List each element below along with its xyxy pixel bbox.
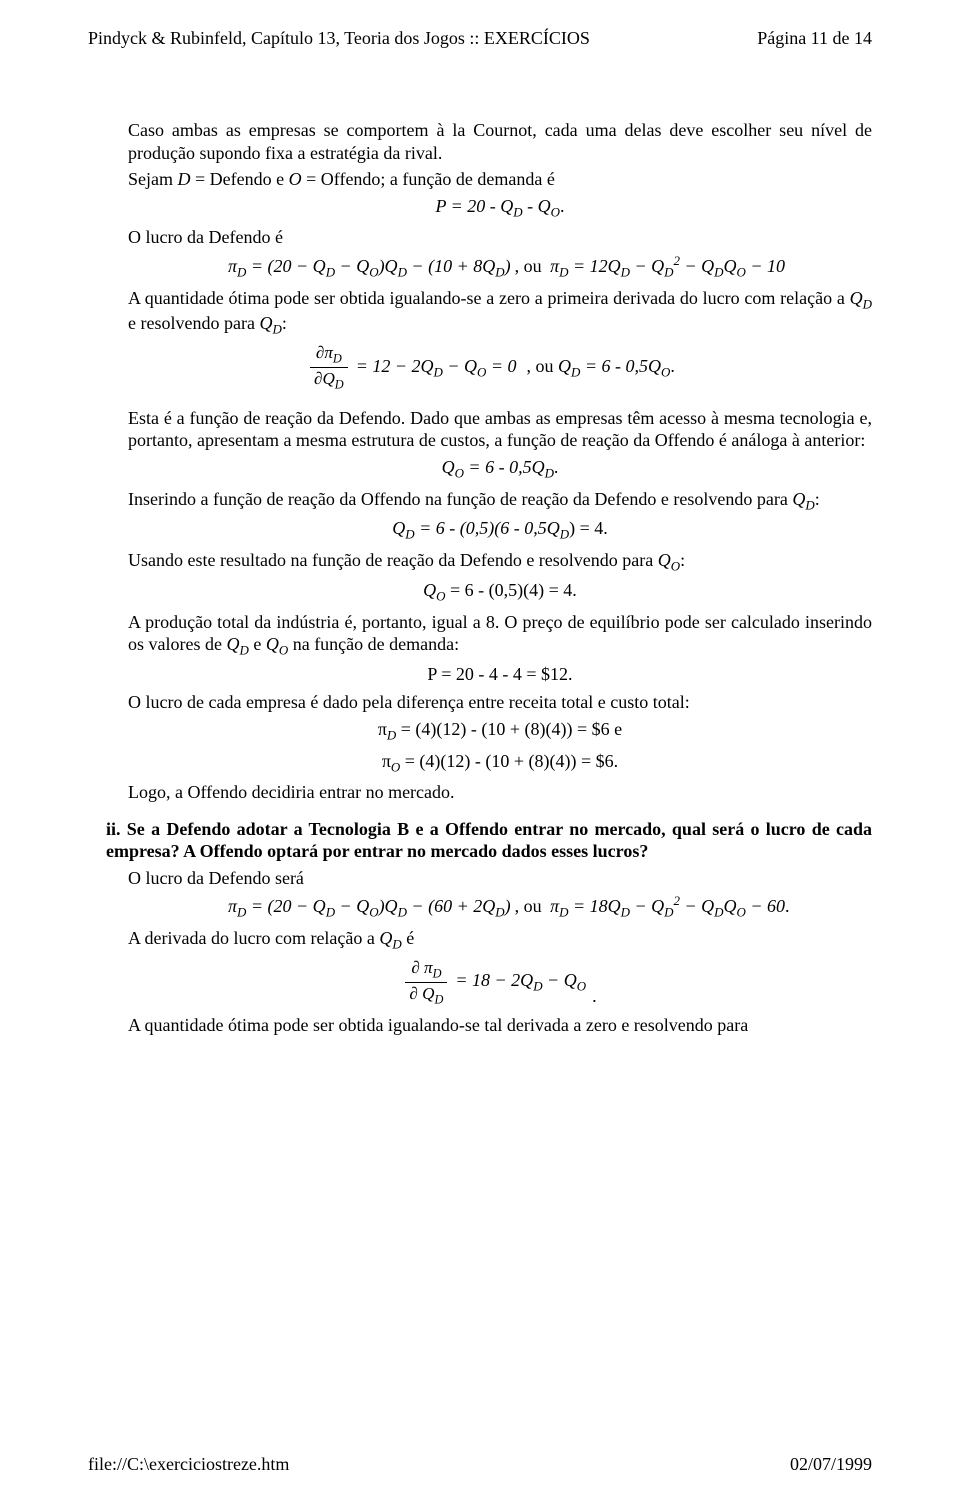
eq-price-val: P = 20 - 4 - 4 = $12. — [427, 664, 572, 684]
paragraph-ii: ii. Se a Defendo adotar a Tecnologia B e… — [106, 818, 872, 863]
eq-profitD-ou: , ou — [515, 256, 547, 276]
eq-foc-frac: ∂πD ∂QD — [310, 342, 348, 393]
eq-profitB-3: )Q — [379, 896, 398, 916]
eq-profitD-r5: Q — [724, 256, 737, 276]
eq-foc-num: ∂π — [316, 343, 333, 362]
eq-profitB-r2: = 18Q — [568, 896, 620, 916]
otima-a: A quantidade ótima pode ser obtida igual… — [128, 288, 850, 308]
eq-piD-1: π — [378, 719, 387, 739]
intro2b: = Defendo e — [191, 169, 289, 189]
eq-foc: ∂πD ∂QD = 12 − 2QD − QO = 0 , ou QD = 6 … — [308, 342, 872, 393]
eq-derivB-frac: ∂ πD ∂ QD — [405, 957, 447, 1008]
eq-profitB-1: = (20 − Q — [246, 896, 325, 916]
paragraph-usando: Usando este resultado na função de reaçã… — [128, 549, 872, 575]
eq-demand-sub1: D — [513, 204, 522, 219]
eq-profitB-r4: − Q — [680, 896, 714, 916]
header-left: Pindyck & Rubinfeld, Capítulo 13, Teoria… — [88, 28, 590, 49]
paragraph-final: A quantidade ótima pode ser obtida igual… — [128, 1014, 872, 1037]
eq-derivB-den: ∂ Q — [409, 984, 434, 1003]
paragraph-lucro: O lucro da Defendo é — [128, 226, 872, 249]
eq-qo-solve-1: Q — [423, 580, 436, 600]
page-header: Pindyck & Rubinfeld, Capítulo 13, Teoria… — [88, 28, 872, 49]
eq-profitB-r1: π — [550, 896, 559, 916]
eq-derivB-rhs: = 18 − 2QD − QO — [455, 969, 586, 995]
eq-piD-2: = (4)(12) - (10 + (8)(4)) = $6 e — [396, 719, 622, 739]
eq-piO: πO = (4)(12) - (10 + (8)(4)) = $6. — [128, 750, 872, 776]
eq-profitB-ou: , ou — [515, 896, 547, 916]
eq-profitB-pi: π — [228, 896, 237, 916]
insere-a: Inserindo a função de reação da Offendo … — [128, 489, 792, 509]
paragraph-intro2: Sejam D = Defendo e O = Offendo; a funçã… — [128, 168, 872, 191]
paragraph-logo: Logo, a Offendo decidiria entrar no merc… — [128, 781, 872, 804]
body-content: Caso ambas as empresas se comportem à la… — [128, 119, 872, 1036]
paragraph-prod-total: A produção total da indústria é, portant… — [128, 611, 872, 659]
eq-profitB-r5: Q — [724, 896, 737, 916]
eq-profitD-r4: − Q — [680, 256, 714, 276]
footer-right: 02/07/1999 — [790, 1454, 872, 1475]
prod-total-end: na função de demanda: — [288, 634, 459, 654]
eq-profitD-2: − Q — [335, 256, 369, 276]
page-footer: file://C:\exerciciostreze.htm 02/07/1999 — [88, 1454, 872, 1475]
eq-profitD: πD = (20 − QD − QO)QD − (10 + 8QD), ou π… — [228, 253, 872, 281]
eq-demand-main: P = 20 - Q — [435, 196, 513, 216]
eq-qo-2: = 6 - 0,5Q — [464, 457, 545, 477]
paragraph-intro1: Caso ambas as empresas se comportem à la… — [128, 119, 872, 164]
intro2c: = Offendo; a função de demanda é — [302, 169, 555, 189]
paragraph-deriv: A derivada do lucro com relação a QD é — [128, 927, 872, 953]
paragraph-insere: Inserindo a função de reação da Offendo … — [128, 488, 872, 514]
eq-profitD-1: = (20 − Q — [246, 256, 325, 276]
paragraph-otima: A quantidade ótima pode ser obtida igual… — [128, 287, 872, 339]
eq-piD: πD = (4)(12) - (10 + (8)(4)) = $6 e — [128, 718, 872, 744]
eq-profitD-r3: − Q — [630, 256, 664, 276]
eq-qo: QO = 6 - 0,5QD. — [128, 456, 872, 482]
eq-profitD-3: )Q — [379, 256, 398, 276]
eq-demand-mid: - Q — [523, 196, 551, 216]
page: Pindyck & Rubinfeld, Capítulo 13, Teoria… — [0, 0, 960, 1497]
eq-profitB-r3: − Q — [630, 896, 664, 916]
footer-left: file://C:\exerciciostreze.htm — [88, 1454, 289, 1475]
eq-profitB: πD = (20 − QD − QO)QD − (60 + 2QD), ou π… — [228, 893, 872, 921]
eq-demand-sub2: O — [551, 204, 560, 219]
eq-profitD-5: ) — [505, 256, 511, 276]
intro2a: Sejam — [128, 169, 178, 189]
eq-qd-solve: QD = 6 - (0,5)(6 - 0,5QD) = 4. — [128, 517, 872, 543]
eq-qo-solve-2: = 6 - (0,5)(4) = 4. — [446, 580, 577, 600]
paragraph-lucro-def-sera: O lucro da Defendo será — [128, 867, 872, 890]
eq-piO-1: π — [382, 751, 391, 771]
deriv-a: A derivada do lucro com relação a — [128, 928, 379, 948]
deriv-end: é — [402, 928, 415, 948]
eq-profitD-4: − (10 + 8Q — [407, 256, 495, 276]
eq-piO-2: = (4)(12) - (10 + (8)(4)) = $6. — [400, 751, 618, 771]
eq-qo-solve: QO = 6 - (0,5)(4) = 4. — [128, 579, 872, 605]
eq-qd-solve-3: ) = 4. — [569, 518, 608, 538]
paragraph-lucro-each: O lucro de cada empresa é dado pela dife… — [128, 691, 872, 714]
eq-foc-rhs: = 12 − 2QD − QO = 0 — [356, 355, 517, 381]
eq-foc-ou: , ou QD = 6 - 0,5QO. — [527, 355, 675, 381]
usando-a: Usando este resultado na função de reaçã… — [128, 550, 658, 570]
eq-derivB: ∂ πD ∂ QD = 18 − 2QD − QO. — [128, 957, 872, 1008]
eq-profitD-pi: π — [228, 256, 237, 276]
eq-price: P = 20 - 4 - 4 = $12. — [128, 663, 872, 686]
otima-b: e resolvendo para — [128, 313, 259, 333]
eq-foc-den: ∂Q — [314, 369, 335, 388]
eq-demand: P = 20 - QD - QO. — [128, 195, 872, 221]
eq-profitB-5: ) — [505, 896, 511, 916]
eq-qd-solve-1: Q — [392, 518, 405, 538]
eq-profitB-r6: − 60 — [746, 896, 785, 916]
prod-total-mid: e — [249, 634, 266, 654]
eq-derivB-num: ∂ π — [411, 958, 432, 977]
header-right: Página 11 de 14 — [757, 28, 872, 49]
eq-profitB-4: − (60 + 2Q — [407, 896, 495, 916]
paragraph-reacao1: Esta é a função de reação da Defendo. Da… — [128, 407, 872, 452]
eq-profitD-r6: − 10 — [746, 256, 785, 276]
eq-profitD-r2: = 12Q — [568, 256, 620, 276]
eq-qd-solve-2: = 6 - (0,5)(6 - 0,5Q — [415, 518, 560, 538]
eq-profitD-r1: π — [550, 256, 559, 276]
eq-profitB-2: − Q — [335, 896, 369, 916]
eq-qo-1: Q — [442, 457, 455, 477]
